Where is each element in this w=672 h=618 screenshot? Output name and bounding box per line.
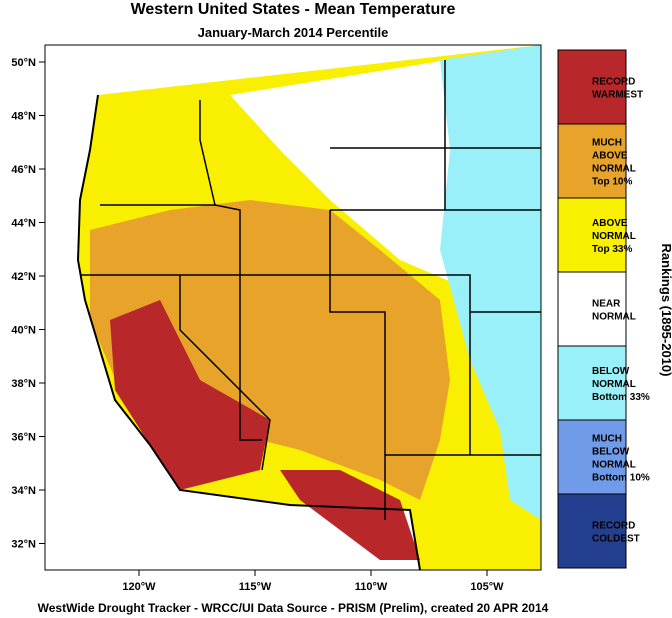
legend-title: Rankings (1895-2010)	[659, 244, 672, 377]
legend-label: BELOW	[592, 366, 630, 377]
lat-label: 46°N	[11, 164, 36, 176]
legend-swatch	[557, 197, 627, 273]
lat-label: 44°N	[11, 218, 36, 230]
legend-label: BELOW	[592, 447, 630, 458]
legend-label: Bottom 33%	[592, 392, 650, 403]
lat-label: 32°N	[11, 539, 36, 551]
legend-swatch	[557, 345, 627, 421]
map-frame	[44, 44, 542, 571]
legend-label: ABOVE	[592, 151, 628, 162]
legend-label: RECORD	[592, 521, 635, 532]
legend-swatch	[557, 493, 627, 569]
legend-label: NORMAL	[592, 379, 636, 390]
lat-label: 50°N	[11, 57, 36, 69]
legend-label: MUCH	[592, 434, 622, 445]
legend-label: RECORD	[592, 77, 635, 88]
map-fill	[45, 45, 541, 570]
lon-label: 120°W	[122, 581, 156, 593]
lat-label: 48°N	[11, 111, 36, 123]
legend-label: Top 10%	[592, 177, 632, 188]
title: Western United States - Mean Temperature	[131, 1, 456, 18]
legend-label: NORMAL	[592, 312, 636, 323]
lat-label: 42°N	[11, 271, 36, 283]
axes: 50°N 48°N 46°N 44°N 42°N 40°N 38°N 36°N 34°N 32°N…	[11, 57, 504, 593]
legend-label: WARMEST	[592, 90, 643, 101]
lat-label: 40°N	[11, 325, 36, 337]
legend-label: NORMAL	[592, 231, 636, 242]
lon-label: 110°W	[355, 581, 388, 593]
legend-label: NEAR	[592, 299, 621, 310]
legend-label: ABOVE	[592, 218, 628, 229]
legend-label: COLDEST	[592, 534, 640, 545]
legend-label: MUCH	[592, 138, 622, 149]
legend-label: Top 33%	[592, 244, 632, 255]
lat-label: 38°N	[11, 378, 36, 390]
lon-label: 115°W	[239, 581, 272, 593]
legend: RECORD WARMEST MUCH ABOVE NORMAL Top 10% ABOVE…	[557, 49, 650, 569]
legend-label: Bottom 10%	[592, 473, 650, 484]
lon-label: 105°W	[470, 581, 504, 593]
footer: WestWide Drought Tracker - WRCC/UI Data …	[38, 601, 549, 615]
lat-label: 34°N	[11, 485, 36, 497]
legend-label: NORMAL	[592, 460, 636, 471]
legend-label: NORMAL	[592, 164, 636, 175]
legend-swatch	[557, 49, 627, 125]
lat-label: 36°N	[11, 432, 36, 444]
subtitle: January-March 2014 Percentile	[198, 25, 389, 40]
